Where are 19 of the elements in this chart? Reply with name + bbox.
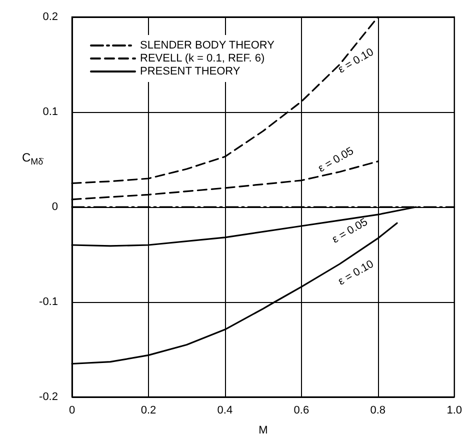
y-tick-label: 0.1 [42,106,58,118]
annotation: ε = 0.05 [316,145,356,175]
x-axis-title: M [258,424,268,436]
x-tick-label: 0 [68,404,76,416]
x-tick-label: 0.6 [294,404,310,416]
legend-label: SLENDER BODY THEORY [140,40,276,52]
annotation: ε = 0.10 [336,46,376,76]
y-tick-label: -0.1 [39,296,58,308]
y-tick-label: 0.2 [42,11,58,23]
x-tick-label: 0.2 [140,404,156,416]
x-tick-label: 0.4 [217,404,233,416]
y-tick-label: -0.2 [39,391,58,403]
legend-label: REVELL (k = 0.1, REF. 6) [140,52,265,64]
x-tick-label: 0.8 [370,404,386,416]
annotation: ε = 0.10 [336,258,376,288]
y-tick-label: 0 [52,201,58,213]
annotation: ε = 0.05 [330,216,370,246]
legend-label: PRESENT THEORY [140,66,241,78]
x-tick-label: 1.0 [446,404,462,416]
